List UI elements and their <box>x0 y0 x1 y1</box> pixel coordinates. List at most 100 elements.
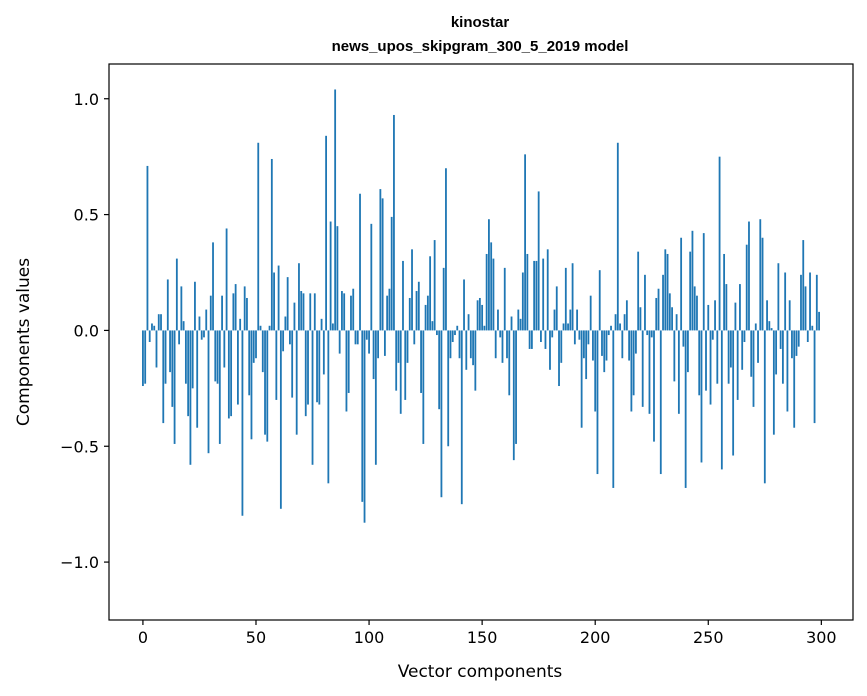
bar <box>594 330 597 412</box>
bar <box>173 330 176 444</box>
bar <box>194 281 196 331</box>
bar <box>359 193 361 331</box>
bar <box>768 321 771 331</box>
bar <box>614 314 617 331</box>
bar <box>417 281 420 331</box>
bar <box>537 191 540 331</box>
bar <box>748 221 750 331</box>
y-tick-label: 0.5 <box>74 206 99 225</box>
bar <box>146 165 149 331</box>
bar <box>675 314 678 331</box>
bar <box>625 300 628 331</box>
bar <box>711 330 714 340</box>
bar <box>521 272 524 331</box>
bar <box>619 323 621 331</box>
bar <box>268 325 271 331</box>
x-tick-label: 100 <box>354 628 385 647</box>
bar <box>291 330 294 398</box>
bar <box>564 267 567 331</box>
bar <box>483 325 486 331</box>
bar <box>551 330 554 338</box>
bar <box>526 253 529 331</box>
bar <box>533 260 536 331</box>
bar <box>494 330 497 359</box>
bar <box>682 330 685 347</box>
bar <box>707 304 710 331</box>
bar <box>336 226 339 331</box>
bar <box>318 330 321 405</box>
bar <box>368 330 370 354</box>
y-axis: −1.0 −0.5 0.0 0.5 1.0 <box>60 90 109 572</box>
bar <box>761 237 764 331</box>
bar <box>684 330 687 488</box>
bar <box>795 330 798 356</box>
bar <box>759 219 762 331</box>
bar <box>431 321 434 331</box>
bar <box>777 263 780 331</box>
bar <box>365 330 368 340</box>
bar <box>447 330 450 447</box>
bar <box>273 272 275 331</box>
bar <box>786 330 789 412</box>
bar <box>279 330 282 509</box>
bar <box>230 330 233 417</box>
bar <box>440 330 443 498</box>
bar <box>488 219 490 331</box>
bar <box>524 154 526 331</box>
bar <box>569 309 572 331</box>
bar <box>691 230 694 331</box>
bar <box>259 325 262 331</box>
bar <box>535 260 538 331</box>
bar <box>781 330 784 384</box>
bar <box>571 263 574 331</box>
bar <box>601 330 603 356</box>
bar <box>212 242 214 331</box>
bar <box>424 304 427 331</box>
bar <box>350 295 352 331</box>
bar <box>148 330 151 342</box>
bar <box>264 330 266 435</box>
bar <box>797 330 800 347</box>
bar <box>257 142 260 331</box>
bar <box>585 330 588 380</box>
bar <box>246 297 248 331</box>
bar <box>209 295 212 331</box>
bar <box>673 330 676 382</box>
bar <box>261 330 264 373</box>
x-axis: 0 50 100 150 200 250 300 <box>138 620 837 647</box>
bar <box>779 330 782 349</box>
bar <box>687 330 689 373</box>
bar <box>549 330 551 370</box>
bar <box>689 251 692 331</box>
bar <box>725 284 728 331</box>
bar <box>655 297 658 331</box>
bar <box>422 330 425 444</box>
bar <box>802 240 805 331</box>
bar <box>788 300 791 331</box>
bar <box>166 279 169 331</box>
bar <box>540 330 542 342</box>
bar <box>282 330 285 352</box>
bar <box>442 267 445 331</box>
x-tick-label: 50 <box>246 628 266 647</box>
bar <box>503 267 506 331</box>
bar <box>436 330 438 336</box>
bar <box>388 288 391 331</box>
bar <box>734 302 737 331</box>
bar <box>709 330 712 405</box>
bar <box>680 237 683 331</box>
bar <box>370 223 373 331</box>
bar <box>775 330 778 375</box>
bar <box>603 330 606 373</box>
bar <box>320 318 323 331</box>
bar <box>770 328 773 331</box>
bar <box>338 330 341 354</box>
bar <box>460 330 463 505</box>
bar <box>589 295 592 331</box>
bar <box>243 286 246 331</box>
x-tick-label: 250 <box>693 628 724 647</box>
bar <box>386 295 389 331</box>
bar <box>454 330 456 336</box>
bar <box>383 330 386 356</box>
bar <box>508 330 511 396</box>
